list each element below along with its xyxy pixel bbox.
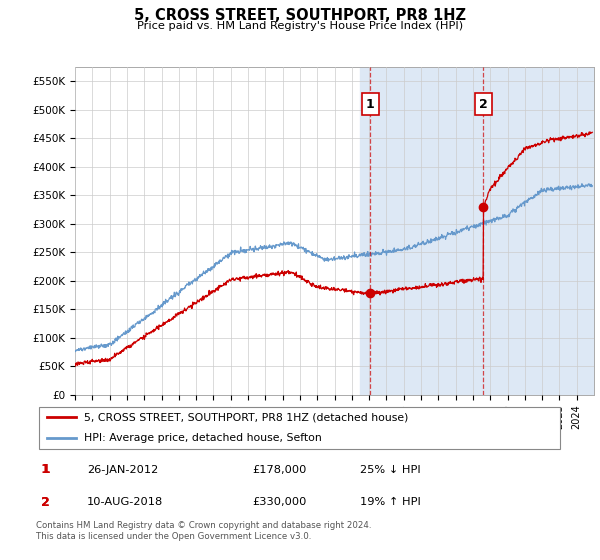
Text: 19% ↑ HPI: 19% ↑ HPI xyxy=(360,497,421,507)
Text: 1: 1 xyxy=(41,463,49,477)
Text: 1: 1 xyxy=(41,463,50,477)
Text: HPI: Average price, detached house, Sefton: HPI: Average price, detached house, Seft… xyxy=(83,433,321,444)
Text: 2: 2 xyxy=(479,98,488,111)
Text: 2: 2 xyxy=(41,496,50,509)
Text: 10-AUG-2018: 10-AUG-2018 xyxy=(87,497,163,507)
Text: 5, CROSS STREET, SOUTHPORT, PR8 1HZ (detached house): 5, CROSS STREET, SOUTHPORT, PR8 1HZ (det… xyxy=(83,412,408,422)
Text: £178,000: £178,000 xyxy=(252,465,307,475)
Text: 2: 2 xyxy=(41,496,49,509)
Text: 1: 1 xyxy=(366,98,374,111)
Text: £330,000: £330,000 xyxy=(252,497,307,507)
Text: Contains HM Land Registry data © Crown copyright and database right 2024.
This d: Contains HM Land Registry data © Crown c… xyxy=(36,521,371,541)
FancyBboxPatch shape xyxy=(38,407,560,449)
Text: 5, CROSS STREET, SOUTHPORT, PR8 1HZ: 5, CROSS STREET, SOUTHPORT, PR8 1HZ xyxy=(134,8,466,24)
Text: 26-JAN-2012: 26-JAN-2012 xyxy=(87,465,158,475)
Bar xyxy=(361,67,600,395)
Text: Price paid vs. HM Land Registry's House Price Index (HPI): Price paid vs. HM Land Registry's House … xyxy=(137,21,463,31)
Text: 25% ↓ HPI: 25% ↓ HPI xyxy=(360,465,421,475)
